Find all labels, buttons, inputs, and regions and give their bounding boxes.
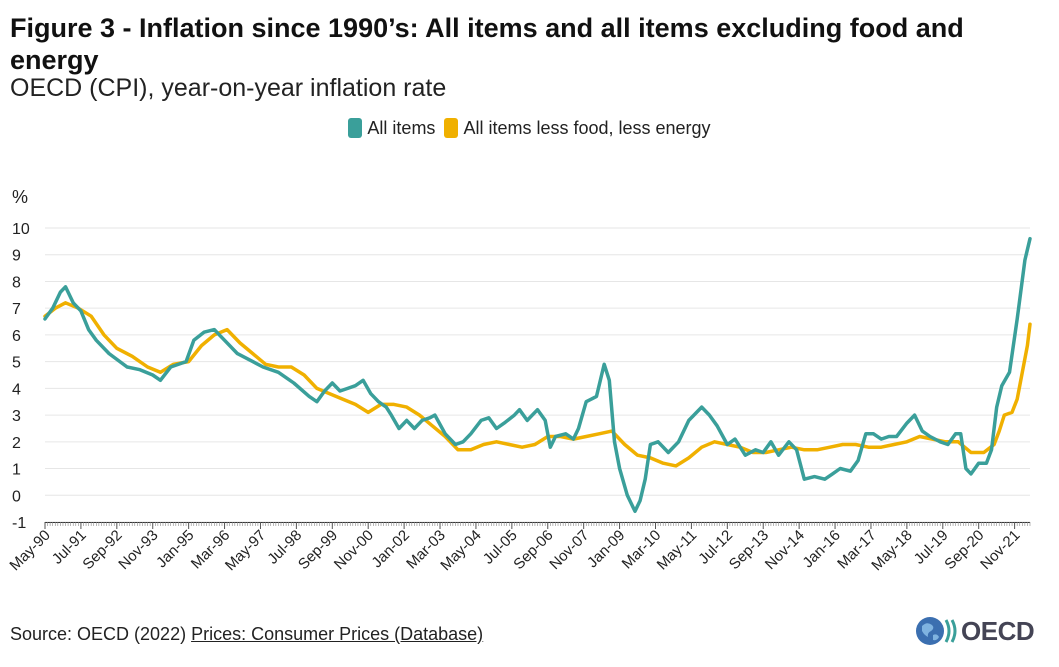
- y-tick-label: 3: [12, 408, 21, 425]
- x-tick-label: Nov-00: [331, 527, 377, 573]
- source-prefix: Source: OECD (2022): [10, 624, 192, 644]
- x-tick-label: Sep-13: [726, 527, 772, 573]
- y-tick-label: 1: [12, 462, 21, 479]
- x-tick-label: Nov-14: [762, 527, 808, 573]
- x-tick-label: Sep-06: [510, 527, 556, 573]
- oecd-globe-icon: [916, 617, 957, 645]
- x-tick-label: May-97: [222, 527, 269, 574]
- legend-swatch-all-items: [348, 118, 363, 138]
- x-tick-label: Sep-92: [79, 527, 125, 573]
- chart-subtitle: OECD (CPI), year-on-year inflation rate: [10, 74, 447, 102]
- source-note: Source: OECD (2022) Prices: Consumer Pri…: [10, 624, 483, 645]
- legend-item-core[interactable]: All items less food, less energy: [444, 118, 711, 139]
- x-tick-label: Nov-93: [115, 527, 161, 573]
- y-tick-label: -1: [12, 515, 26, 532]
- x-tick-label: Nov-07: [546, 527, 592, 573]
- x-tick-label: Nov-21: [977, 527, 1023, 573]
- y-tick-label: 8: [12, 274, 21, 291]
- y-tick-label: 7: [12, 301, 21, 318]
- x-tick-label: Sep-99: [295, 527, 341, 573]
- y-tick-label: 10: [12, 221, 30, 238]
- y-tick-label: 9: [12, 248, 21, 265]
- x-tick-label: May-90: [6, 527, 53, 574]
- legend-item-all-items[interactable]: All items: [348, 118, 435, 139]
- source-link[interactable]: Prices: Consumer Prices (Database): [191, 624, 484, 644]
- series-line-core: [43, 301, 1032, 468]
- x-tick-label: May-04: [437, 527, 484, 574]
- y-tick-label: 6: [12, 328, 21, 345]
- chart-title: Figure 3 - Inflation since 1990’s: All i…: [10, 13, 964, 75]
- oecd-logo-text: OECD: [961, 616, 1035, 646]
- legend-swatch-core: [444, 118, 459, 138]
- legend-label-core: All items less food, less energy: [463, 118, 711, 138]
- y-tick-label: 0: [12, 488, 21, 505]
- series-line-all-items: [43, 236, 1032, 514]
- legend-label-all-items: All items: [367, 118, 436, 138]
- x-tick-label: Sep-20: [941, 527, 987, 573]
- x-tick-label: May-18: [868, 527, 915, 574]
- y-tick-label: 4: [12, 381, 21, 398]
- y-tick-label: 2: [12, 435, 21, 452]
- line-chart: %-1012345678910May-90Jul-91Sep-92Nov-93J…: [6, 187, 1032, 574]
- y-axis-label: %: [12, 187, 28, 207]
- x-tick-label: May-11: [654, 527, 701, 574]
- legend: All items All items less food, less ener…: [0, 118, 1059, 139]
- y-tick-label: 5: [12, 355, 21, 372]
